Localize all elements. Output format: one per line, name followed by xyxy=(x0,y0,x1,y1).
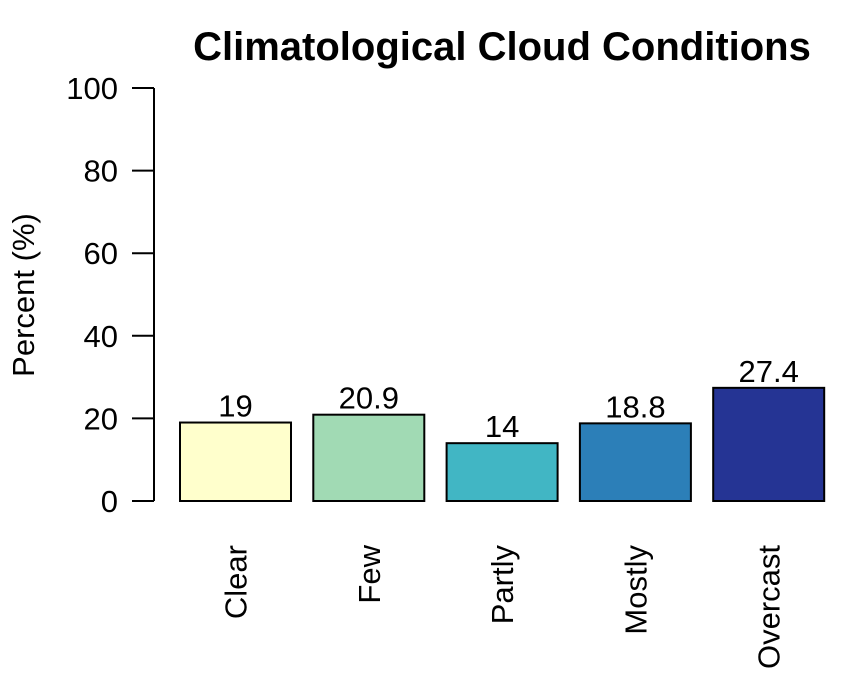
chart-title: Climatological Cloud Conditions xyxy=(193,25,811,69)
bar xyxy=(445,442,559,502)
y-tick-label: 100 xyxy=(66,71,118,106)
y-tick-label: 40 xyxy=(84,319,118,354)
bars xyxy=(179,386,826,503)
data-label: 14 xyxy=(485,409,519,444)
y-axis-label: Percent (%) xyxy=(6,213,41,377)
x-tick-label: Overcast xyxy=(752,545,787,669)
x-tick-label: Few xyxy=(352,544,387,603)
data-label: 18.8 xyxy=(605,389,665,424)
y-tick-label: 60 xyxy=(84,236,118,271)
data-label: 20.9 xyxy=(339,381,399,416)
y-tick-label: 0 xyxy=(101,484,118,519)
x-tick-label: Clear xyxy=(219,545,254,619)
data-label: 19 xyxy=(218,389,252,424)
bar xyxy=(179,421,292,502)
y-axis: 0 20 40 60 80 100 xyxy=(66,71,155,519)
y-tick-label: 20 xyxy=(84,401,118,436)
x-tick-label: Mostly xyxy=(618,545,653,635)
y-tick-label: 80 xyxy=(84,154,118,189)
bar xyxy=(312,413,426,503)
data-label: 27.4 xyxy=(739,354,799,389)
category-labels: Clear Few Partly Mostly Overcast xyxy=(219,544,787,669)
bar xyxy=(712,386,826,503)
x-tick-label: Partly xyxy=(485,545,520,625)
value-labels: 19 20.9 14 18.8 27.4 xyxy=(218,354,799,444)
bar xyxy=(578,422,692,502)
